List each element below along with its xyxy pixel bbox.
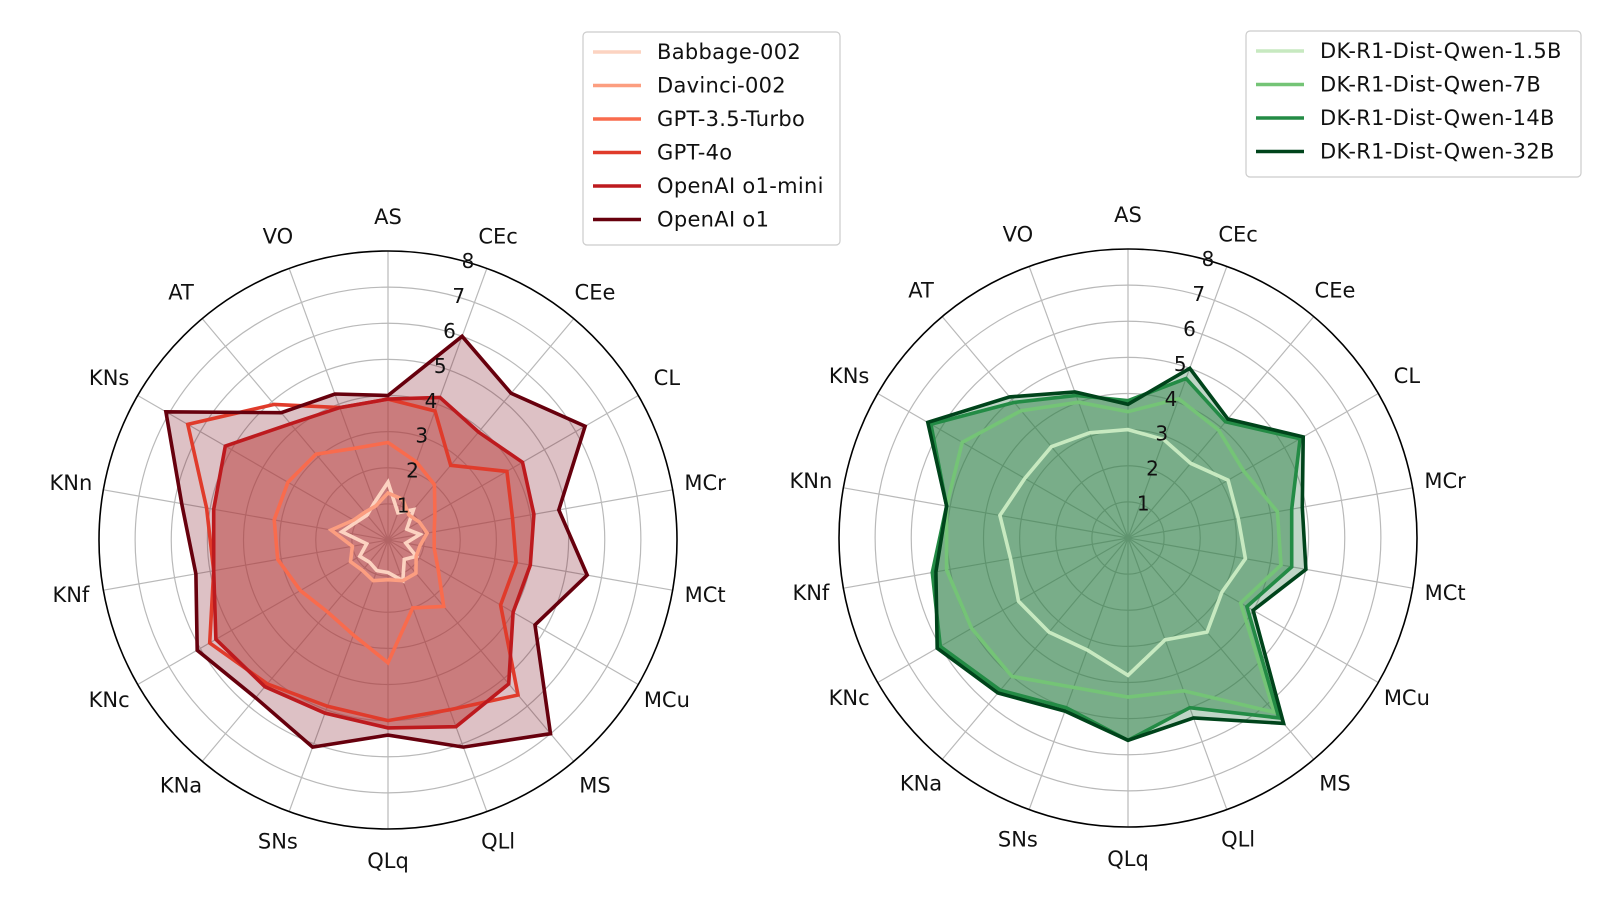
series-line-3 [925, 365, 1308, 743]
series-area-4 [213, 397, 534, 728]
series-line-4 [211, 395, 536, 730]
series-line-2 [272, 440, 446, 666]
axis-label-mct: MCt [685, 583, 726, 607]
series-layer [163, 333, 590, 750]
axis-labels: AS CEc CEe CL MCr MCt MCu MS QLl QLq SNs KNa KNc KNf K… [49, 205, 726, 873]
axis-label-kna: KNa [160, 774, 202, 798]
radial-tick-label: 8 [462, 249, 475, 273]
axis-label-as: AS [374, 205, 402, 229]
axis-label-knf: KNf [792, 581, 829, 605]
axis-label-knc: KNc [89, 688, 130, 712]
axis-label-cl: CL [654, 366, 681, 390]
series-line-1 [944, 396, 1283, 715]
axis-label-knn: KNn [49, 471, 92, 495]
axis-label-cec: CEc [478, 224, 517, 248]
radial-tick-label: 1 [397, 494, 410, 518]
axis-label-qll: QLl [1221, 828, 1255, 852]
axis-label-as: AS [1114, 203, 1142, 227]
axis-label-sns: SNs [258, 830, 298, 854]
legend-frame [582, 31, 841, 246]
axis-label-cee: CEe [1315, 278, 1356, 302]
series-line-1 [327, 490, 430, 583]
axis-label-kna: KNa [900, 772, 942, 796]
axis-label-vo: VO [263, 224, 294, 248]
radial-tick-label: 8 [1202, 247, 1215, 271]
axis-label-mcr: MCr [1424, 469, 1466, 493]
axis-label-knf: KNf [52, 583, 89, 607]
radial-tick-label: 5 [1174, 352, 1187, 376]
radial-tick-label: 5 [434, 354, 447, 378]
axis-label-at: AT [168, 280, 194, 304]
legend-entry: GPT-3.5-Turbo [657, 107, 805, 131]
radial-tick-label: 4 [425, 389, 438, 413]
axis-label-cee: CEe [575, 280, 616, 304]
legend-entry: DK-R1-Dist-Qwen-7B [1320, 73, 1541, 97]
outer-frame [838, 248, 1418, 828]
legend-entry: Davinci-002 [657, 74, 786, 98]
radial-tick-label: 3 [415, 424, 428, 448]
legend-entry: DK-R1-Dist-Qwen-14B [1320, 106, 1555, 130]
legend-entry: GPT-4o [657, 141, 732, 165]
legend-entry: OpenAI o1-mini [657, 174, 824, 198]
radial-tick-label: 2 [406, 459, 419, 483]
radial-tick-label: 4 [1165, 387, 1178, 411]
series-area-5 [165, 336, 588, 748]
series-area-3 [927, 368, 1306, 741]
series-layer [925, 365, 1308, 743]
legend: DK-R1-Dist-Qwen-1.5B DK-R1-Dist-Qwen-7B DK… [1245, 30, 1582, 178]
series-line-3 [185, 397, 521, 723]
axis-label-qll: QLl [481, 830, 515, 854]
radial-tick-label: 7 [1192, 282, 1205, 306]
radial-tick-label: 3 [1155, 422, 1168, 446]
axis-label-knn: KNn [789, 469, 832, 493]
series-area-2 [930, 378, 1301, 741]
axis-label-mcu: MCu [1384, 686, 1430, 710]
axis-label-mcu: MCu [644, 688, 690, 712]
radial-tick-label: 6 [443, 319, 456, 343]
axis-label-knc: KNc [829, 686, 870, 710]
axis-label-at: AT [908, 278, 934, 302]
axis-label-qlq: QLq [1107, 847, 1149, 871]
axis-label-mcr: MCr [684, 471, 726, 495]
axis-label-mct: MCt [1425, 581, 1466, 605]
left-radar-chart: 1 2 3 4 5 6 7 8 AS CEc CEe CL MCr MCt MCu MS QLl QLq SNs KN… [49, 31, 841, 873]
axis-label-sns: SNs [998, 828, 1038, 852]
axis-label-ms: MS [1319, 772, 1350, 796]
series-line-0 [997, 427, 1248, 678]
radial-tick-label: 6 [1183, 317, 1196, 341]
radial-tick-label: 7 [452, 284, 465, 308]
legend-entry: OpenAI o1 [657, 208, 769, 232]
axis-label-kns: KNs [829, 364, 869, 388]
series-line-0 [338, 478, 425, 584]
radial-tick-labels: 1 2 3 4 5 6 7 8 [1137, 247, 1215, 515]
radial-tick-label: 2 [1146, 457, 1159, 481]
axis-label-cec: CEc [1218, 222, 1257, 246]
legend: Babbage-002 Davinci-002 GPT-3.5-Turbo GPT-4… [582, 31, 841, 246]
radial-tick-label: 1 [1137, 492, 1150, 516]
axis-label-kns: KNs [89, 366, 129, 390]
legend-entry: DK-R1-Dist-Qwen-1.5B [1320, 39, 1562, 63]
legend-entry: DK-R1-Dist-Qwen-32B [1320, 140, 1555, 164]
series-line-5 [163, 333, 590, 750]
radial-tick-labels: 1 2 3 4 5 6 7 8 [397, 249, 475, 517]
axis-label-vo: VO [1003, 222, 1034, 246]
legend-frame [1245, 30, 1582, 178]
outer-frame [98, 250, 678, 830]
right-radar-chart: 1 2 3 4 5 6 7 8 AS CEc CEe CL MCr MCt MCu MS QLl QLq SNs KN… [789, 30, 1582, 871]
axis-label-ms: MS [579, 774, 610, 798]
axis-label-qlq: QLq [367, 849, 409, 873]
axis-label-cl: CL [1394, 364, 1421, 388]
legend-entry: Babbage-002 [657, 40, 801, 64]
axis-labels: AS CEc CEe CL MCr MCt MCu MS QLl QLq SNs KNa KNc KNf K… [789, 203, 1466, 871]
